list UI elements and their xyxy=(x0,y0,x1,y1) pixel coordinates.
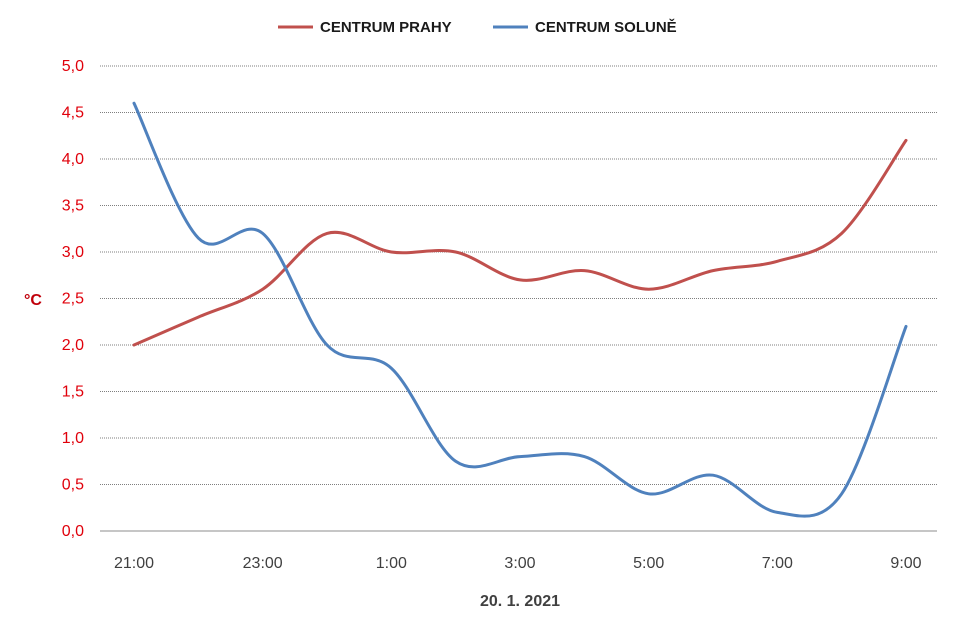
series-line-2 xyxy=(132,101,908,518)
y-tick-label: 0,0 xyxy=(62,523,84,540)
x-tick-label: 21:00 xyxy=(114,555,154,572)
y-tick-label: 1,5 xyxy=(62,384,84,401)
x-tick-label: 23:00 xyxy=(243,555,283,572)
x-axis-ticks: 21:00 23:00 1:00 3:00 5:00 7:00 9:00 xyxy=(114,555,922,572)
x-tick-label: 1:00 xyxy=(376,555,407,572)
y-tick-label: 1,0 xyxy=(62,430,84,447)
x-tick-label: 3:00 xyxy=(504,555,535,572)
series-line-1 xyxy=(132,138,908,347)
y-axis-title: °C xyxy=(24,292,42,309)
x-axis-title: 20. 1. 2021 xyxy=(480,593,560,610)
y-tick-label: 0,5 xyxy=(62,477,84,494)
x-tick-label: 5:00 xyxy=(633,555,664,572)
x-tick-label: 7:00 xyxy=(762,555,793,572)
legend-label: CENTRUM PRAHY xyxy=(320,19,452,36)
y-tick-label: 3,0 xyxy=(62,244,84,261)
y-tick-label: 2,0 xyxy=(62,337,84,354)
y-tick-label: 4,0 xyxy=(62,151,84,168)
y-axis-ticks: 0,0 0,5 1,0 1,5 2,0 2,5 3,0 3,5 4,0 4,5 5,0 xyxy=(62,58,84,540)
x-tick-label: 9:00 xyxy=(890,555,921,572)
y-tick-label: 5,0 xyxy=(62,58,84,75)
legend: CENTRUM PRAHY CENTRUM SOLUNĚ xyxy=(278,18,677,36)
series-lines xyxy=(132,101,908,518)
legend-label: CENTRUM SOLUNĚ xyxy=(535,18,677,36)
y-tick-label: 3,5 xyxy=(62,198,84,215)
y-tick-label: 2,5 xyxy=(62,291,84,308)
y-tick-label: 4,5 xyxy=(62,105,84,122)
gridlines xyxy=(100,65,937,532)
